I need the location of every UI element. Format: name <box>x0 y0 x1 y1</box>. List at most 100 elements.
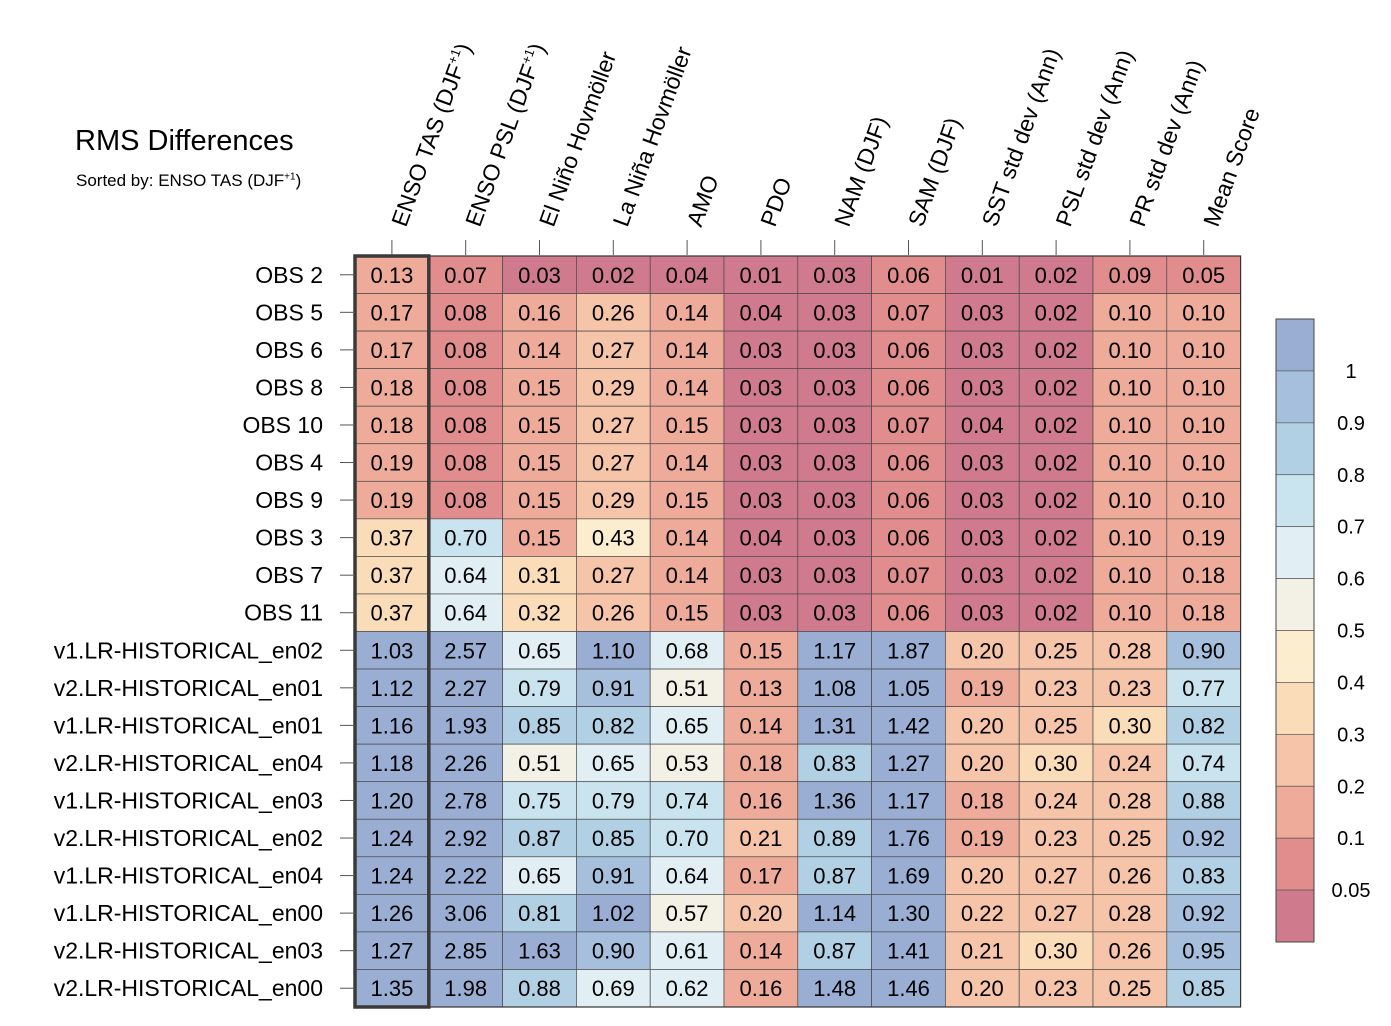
cell-value: 0.24 <box>1108 751 1151 776</box>
subtitle-close: ) <box>295 171 302 190</box>
cell-value: 0.03 <box>813 526 856 551</box>
heatmap-cell <box>1018 631 1094 670</box>
cell-value: 0.23 <box>1035 826 1078 851</box>
cell-value: 0.04 <box>961 413 1004 438</box>
cell-value: 0.06 <box>887 526 930 551</box>
cell-value: 0.10 <box>1108 451 1151 476</box>
cell-value: 0.03 <box>739 375 782 400</box>
heatmap-cell <box>649 668 725 707</box>
colorbar-bin <box>1275 837 1315 891</box>
cell-value: 0.02 <box>1035 601 1078 626</box>
cell-value: 0.91 <box>592 676 635 701</box>
cell-value: 0.08 <box>444 488 487 513</box>
cell-value: 0.17 <box>370 300 413 325</box>
heatmap-cell <box>576 931 651 970</box>
colorbar-bin <box>1275 733 1315 787</box>
heatmap-cell <box>502 556 577 595</box>
cell-value: 0.85 <box>592 826 635 851</box>
heatmap-cell <box>1166 631 1241 670</box>
heatmap-cell <box>354 293 430 332</box>
heatmap-cell <box>1166 781 1241 820</box>
heatmap-cell <box>797 856 872 895</box>
row-label: OBS 6 <box>255 337 323 363</box>
cell-value: 0.03 <box>739 413 782 438</box>
cell-value: 0.30 <box>1035 751 1078 776</box>
heatmap-cell <box>428 480 503 520</box>
cell-value: 0.37 <box>370 601 413 626</box>
cell-value: 1.31 <box>813 713 856 738</box>
cell-value: 0.15 <box>518 413 561 438</box>
cell-value: 0.10 <box>1108 488 1151 513</box>
cell-value: 0.14 <box>666 563 709 588</box>
cell-value: 0.28 <box>1108 638 1151 663</box>
cell-value: 0.15 <box>739 638 782 663</box>
row-label: OBS 8 <box>255 374 323 400</box>
heatmap-cell <box>502 818 577 858</box>
colorbar-tick-label: 0.7 <box>1337 517 1365 539</box>
cell-value: 0.03 <box>813 338 856 363</box>
cell-value: 0.03 <box>813 451 856 476</box>
colorbar-tick-label: 0.2 <box>1337 776 1365 798</box>
cell-value: 0.65 <box>518 638 561 663</box>
cell-value: 0.24 <box>1035 788 1078 813</box>
cell-value: 0.13 <box>739 676 782 701</box>
colorbar-bin <box>1275 318 1315 372</box>
cell-value: 0.85 <box>1182 976 1225 1001</box>
cell-value: 0.57 <box>666 901 709 926</box>
cell-value: 1.24 <box>370 864 413 889</box>
heatmap-cell <box>1092 969 1168 1008</box>
cell-value: 0.51 <box>518 751 561 776</box>
cell-value: 0.10 <box>1182 488 1225 513</box>
cell-value: 0.18 <box>370 413 413 438</box>
heatmap-cell <box>871 668 946 707</box>
chart-subtitle: Sorted by: ENSO TAS (DJF+1) <box>76 171 301 191</box>
heatmap-cell <box>1018 405 1094 445</box>
cell-value: 0.02 <box>1035 300 1078 325</box>
row-label: v2.LR-HISTORICAL_en00 <box>54 975 323 1001</box>
column-label: La Niña Hovmöller <box>608 43 697 230</box>
heatmap-cell <box>1018 593 1094 632</box>
heatmap-cell <box>871 856 946 895</box>
cell-value: 0.14 <box>666 526 709 551</box>
cell-value: 3.06 <box>444 901 487 926</box>
cell-value: 1.17 <box>813 638 856 663</box>
cell-value: 0.03 <box>813 563 856 588</box>
cell-value: 0.01 <box>739 263 782 288</box>
cell-value: 0.03 <box>961 375 1004 400</box>
heatmap-cell <box>1018 969 1094 1008</box>
heatmap-cell <box>797 818 872 858</box>
colorbar-tick-label: 0.5 <box>1337 621 1365 643</box>
cell-value: 0.07 <box>444 263 487 288</box>
heatmap-cell <box>1166 706 1241 745</box>
heatmap-cell <box>723 330 799 370</box>
heatmap-cell <box>649 781 725 820</box>
cell-value: 0.22 <box>961 901 1004 926</box>
heatmap-cell <box>1092 706 1168 745</box>
heatmap-cell <box>428 518 503 557</box>
heatmap-cell <box>1166 330 1241 370</box>
cell-value: 1.14 <box>813 901 856 926</box>
heatmap-cell <box>797 631 872 670</box>
cell-value: 0.06 <box>887 375 930 400</box>
heatmap-cell <box>428 781 503 820</box>
cell-value: 0.15 <box>666 413 709 438</box>
heatmap-cell <box>354 743 430 783</box>
heatmap-cell <box>871 969 946 1008</box>
heatmap-cell <box>797 480 872 520</box>
cell-value: 0.65 <box>666 713 709 738</box>
row-label: OBS 3 <box>255 525 323 551</box>
heatmap-cell <box>945 781 1020 820</box>
heatmap-cell <box>428 818 503 858</box>
cell-value: 1.93 <box>444 713 487 738</box>
column-labels: ENSO TAS (DJF+1)ENSO PSL (DJF+1)El Niño … <box>386 40 1265 255</box>
heatmap-cell <box>723 781 799 820</box>
cell-value: 0.90 <box>592 939 635 964</box>
cell-value: 1.36 <box>813 788 856 813</box>
heatmap-cell <box>502 405 577 445</box>
cell-value: 1.20 <box>370 788 413 813</box>
heatmap-cell <box>576 893 651 933</box>
cell-value: 0.03 <box>961 338 1004 363</box>
colorbar-bin <box>1275 370 1315 424</box>
cell-value: 1.35 <box>370 976 413 1001</box>
heatmap-cell <box>797 969 872 1008</box>
